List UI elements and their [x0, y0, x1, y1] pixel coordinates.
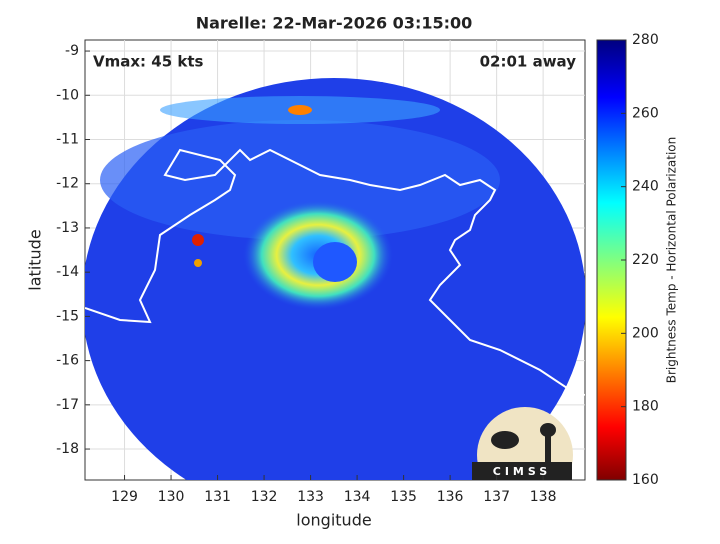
colorbar-tick-label: 240 — [632, 179, 659, 195]
chart-title: Narelle: 22-Mar-2026 03:15:00 — [196, 14, 473, 33]
y-tick-label: -9 — [65, 43, 79, 59]
colorbar-tick-label: 160 — [632, 472, 659, 488]
x-tick-label: 131 — [204, 489, 231, 505]
y-tick-label: -14 — [56, 264, 79, 280]
y-tick-label: -18 — [56, 441, 79, 457]
x-axis-label: longitude — [296, 511, 371, 530]
y-tick-label: -16 — [56, 353, 79, 369]
y-tick-label: -17 — [56, 397, 79, 413]
logo-text: CIMSS — [493, 465, 551, 478]
x-tick-label: 136 — [437, 489, 464, 505]
colorbar-tick-label: 280 — [632, 32, 659, 48]
swath — [85, 78, 585, 480]
y-tick-label: -11 — [56, 131, 79, 147]
x-tick-label: 137 — [483, 489, 510, 505]
colorbar-tick-label: 220 — [632, 252, 659, 268]
y-tick-label: -13 — [56, 220, 79, 236]
x-tick-label: 134 — [344, 489, 371, 505]
y-axis-label: latitude — [26, 229, 45, 290]
y-tick-label: -15 — [56, 308, 79, 324]
x-tick-label: 132 — [251, 489, 278, 505]
colorbar-tick-label: 260 — [632, 105, 659, 121]
x-tick-label: 135 — [390, 489, 417, 505]
x-tick-label: 130 — [158, 489, 185, 505]
y-tick-label: -10 — [56, 87, 79, 103]
x-tick-label: 129 — [111, 489, 138, 505]
x-tick-label: 138 — [530, 489, 557, 505]
colorbar-tick-label: 180 — [632, 399, 659, 415]
annotation: Vmax: 45 kts — [93, 53, 203, 71]
x-tick-label: 133 — [297, 489, 324, 505]
colorbar-label: Brightness Temp - Horizontal Polarizatio… — [665, 137, 679, 384]
annotation: 02:01 away — [480, 53, 577, 71]
y-tick-label: -12 — [56, 176, 79, 192]
colorbar-tick-label: 200 — [632, 325, 659, 341]
